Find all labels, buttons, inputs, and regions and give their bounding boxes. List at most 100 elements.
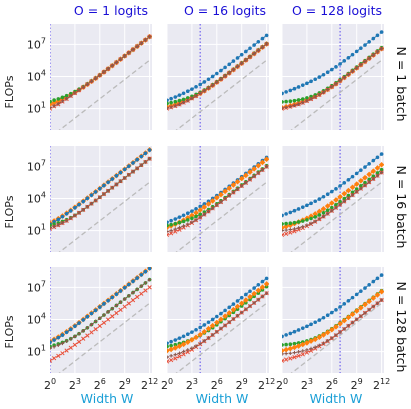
data-point — [338, 305, 342, 309]
data-point — [293, 221, 297, 225]
data-point — [265, 34, 269, 38]
data-point — [359, 168, 363, 172]
data-point — [289, 211, 293, 215]
data-point — [305, 325, 309, 329]
data-point — [309, 80, 313, 84]
data-point — [261, 37, 265, 41]
data-point — [182, 220, 186, 224]
y-axis-label-2: FLOPs — [3, 195, 16, 228]
data-point — [351, 175, 355, 179]
data-point — [169, 101, 173, 105]
data-point — [248, 289, 252, 293]
data-point — [280, 100, 284, 104]
data-point — [174, 217, 178, 221]
data-point — [347, 56, 351, 60]
data-point — [355, 293, 359, 297]
data-point — [211, 318, 215, 322]
x-tick-label: 29 — [351, 377, 363, 392]
data-point — [380, 30, 384, 34]
data-point — [232, 302, 236, 306]
x-tick-label: 26 — [94, 377, 106, 392]
data-point — [182, 91, 186, 95]
data-point — [380, 152, 384, 156]
panel-r3-c1: 10110410720 23 26 29 212 — [27, 265, 158, 392]
data-point — [248, 46, 252, 50]
row-title-3: N = 128 batch — [394, 282, 409, 373]
data-point — [223, 66, 227, 70]
data-point — [215, 72, 219, 76]
data-point — [223, 309, 227, 313]
data-point — [165, 341, 169, 345]
data-point — [219, 312, 223, 316]
data-point — [52, 338, 56, 342]
x-tick-label: 26 — [211, 377, 223, 392]
data-point — [280, 343, 284, 347]
data-point — [186, 218, 190, 222]
x-tick-label: 20 — [44, 377, 56, 392]
data-point — [330, 190, 334, 194]
data-point — [48, 340, 52, 344]
data-point — [355, 172, 359, 176]
data-point — [309, 217, 313, 221]
data-point — [190, 209, 194, 213]
data-point — [110, 177, 114, 181]
y-tick-label: 104 — [27, 68, 46, 83]
data-point — [182, 334, 186, 338]
data-point — [265, 277, 269, 281]
data-point — [280, 335, 284, 339]
data-point — [57, 336, 61, 340]
data-point — [252, 43, 256, 47]
data-point — [198, 326, 202, 330]
data-point — [81, 200, 85, 204]
data-point — [115, 292, 119, 296]
data-point — [257, 40, 261, 44]
data-point — [240, 296, 244, 300]
data-point — [318, 75, 322, 79]
data-point — [57, 218, 61, 222]
data-point — [190, 217, 194, 221]
data-point — [297, 98, 301, 102]
y-axis-label-1: FLOPs — [3, 75, 16, 108]
data-point — [284, 222, 288, 226]
data-point — [372, 37, 376, 41]
x-tick-label: 29 — [236, 377, 248, 392]
data-point — [347, 299, 351, 303]
data-point — [289, 99, 293, 103]
data-point — [169, 223, 173, 227]
data-point — [165, 102, 169, 106]
data-point — [334, 308, 338, 312]
data-point — [284, 100, 288, 104]
data-point — [305, 82, 309, 86]
data-point — [227, 62, 231, 66]
data-point — [284, 90, 288, 94]
x-tick-label: 23 — [186, 377, 198, 392]
data-point — [194, 215, 198, 219]
column-title-2: O = 16 logits — [184, 3, 266, 18]
data-point — [94, 190, 98, 194]
data-point — [313, 320, 317, 324]
column-title-1: O = 1 logits — [74, 3, 148, 18]
data-point — [174, 95, 178, 99]
data-point — [284, 212, 288, 216]
data-point — [174, 338, 178, 342]
data-point — [305, 218, 309, 222]
data-point — [123, 168, 127, 172]
data-point — [102, 184, 106, 188]
data-point — [178, 93, 182, 97]
data-point — [342, 59, 346, 63]
data-point — [186, 89, 190, 93]
data-point — [165, 224, 169, 228]
data-point — [318, 213, 322, 217]
data-point — [261, 280, 265, 284]
data-point — [203, 323, 207, 327]
data-point — [115, 174, 119, 178]
data-point — [326, 209, 330, 213]
data-point — [207, 320, 211, 324]
panel-background — [167, 267, 269, 373]
data-point — [77, 203, 81, 207]
data-point — [186, 211, 190, 215]
data-point — [297, 220, 301, 224]
data-point — [174, 100, 178, 104]
panel-r1-c2 — [164, 24, 269, 137]
data-point — [289, 332, 293, 336]
